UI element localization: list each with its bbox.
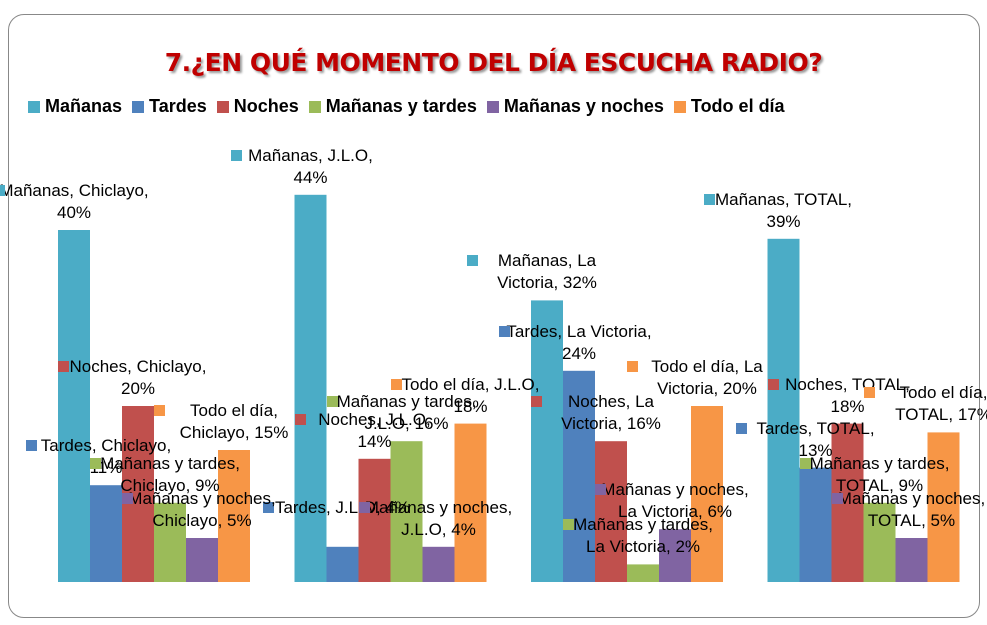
data-label: Mañanas y noches, Chiclayo, 5% — [128, 489, 276, 530]
bar — [531, 300, 563, 582]
bar — [691, 406, 723, 582]
legend-item: Noches — [216, 96, 299, 117]
data-label: Todo el día, J.L.O, 18% — [401, 374, 540, 416]
data-label-key — [122, 493, 133, 504]
bar — [218, 450, 250, 582]
data-label: Mañanas, J.L.O, 44% — [248, 145, 373, 187]
bar — [294, 194, 327, 583]
legend-item: Todo el día — [673, 96, 785, 117]
data-label: Mañanas y tardes, TOTAL, 9% — [809, 453, 950, 495]
data-label-key — [0, 185, 5, 196]
data-label: Todo el día, TOTAL, 17% — [895, 383, 987, 425]
data-label-key — [294, 413, 306, 425]
data-label-key — [735, 422, 747, 434]
bar — [390, 441, 423, 582]
data-label-key — [831, 493, 843, 504]
data-label: Mañanas y tardes, J.L.O, 16% — [336, 392, 477, 434]
data-label: Todo el día, Chiclayo, 15% — [179, 401, 289, 442]
bar — [895, 538, 928, 582]
legend-label: Mañanas y tardes — [325, 96, 477, 116]
data-label: Mañanas y tardes, Chiclayo, 9% — [100, 453, 240, 495]
data-label-key — [26, 440, 37, 452]
data-label: Noches, J.L.O, 14% — [318, 409, 431, 451]
data-label: Noches, Chiclayo, 20% — [69, 357, 207, 398]
data-label-key — [326, 396, 338, 408]
legend-label: Mañanas y noches — [503, 96, 664, 116]
data-label-key — [358, 501, 370, 513]
bar — [863, 502, 896, 582]
bar — [767, 238, 800, 583]
bar — [595, 441, 627, 582]
data-label: Mañanas, La Victoria, 32% — [497, 251, 597, 293]
data-label: Noches, TOTAL, 18% — [785, 374, 910, 416]
data-label: Mañanas y tardes, La Victoria, 2% — [573, 515, 713, 557]
data-label-key — [262, 501, 274, 513]
bar — [659, 529, 691, 582]
legend-label: Mañanas — [45, 96, 123, 116]
data-label-key — [230, 149, 242, 161]
legend-key — [132, 100, 145, 113]
bar — [454, 423, 487, 582]
bar — [422, 546, 455, 582]
legend-key — [673, 100, 686, 113]
bar — [627, 564, 659, 582]
data-label-key — [863, 387, 875, 399]
legend-label: Todo el día — [690, 96, 785, 116]
data-label-key — [499, 325, 510, 337]
data-label: Tardes, TOTAL, 13% — [756, 418, 875, 460]
data-label: Tardes, La Victoria, 24% — [506, 321, 652, 363]
legend-key — [308, 100, 321, 113]
legend-item: Mañanas y noches — [486, 96, 664, 117]
data-label-key — [58, 361, 69, 372]
legend-item: Mañanas y tardes — [308, 96, 477, 117]
legend-label: Tardes — [149, 96, 207, 116]
data-label-key — [154, 405, 165, 416]
data-label: Mañanas, TOTAL, 39% — [714, 189, 852, 231]
data-label-key — [767, 378, 779, 390]
data-label: Todo el día, La Victoria, 20% — [651, 357, 763, 398]
data-label-key — [467, 255, 478, 267]
legend-key — [28, 100, 40, 113]
bar — [326, 546, 359, 582]
data-label-key — [90, 457, 101, 469]
bar — [927, 432, 960, 582]
bar — [154, 502, 186, 582]
legend: Mañanas Tardes Noches Mañanas y tardes Mañan… — [28, 96, 785, 117]
data-label: Mañanas y noches, La Victoria, 6% — [601, 480, 749, 522]
bar — [90, 485, 122, 582]
legend-key — [486, 100, 499, 113]
data-label-key — [531, 396, 542, 408]
bar — [58, 230, 90, 582]
legend-item: Tardes — [132, 96, 207, 117]
data-label-key — [563, 519, 574, 531]
legend-label: Noches — [233, 96, 299, 116]
bar — [186, 538, 218, 582]
bar — [358, 458, 391, 582]
data-label: Mañanas y noches, J.L.O, 4% — [364, 497, 513, 539]
data-label: Mañanas y noches, TOTAL, 5% — [837, 489, 986, 530]
data-label-key — [595, 484, 606, 496]
data-label: Noches, La Victoria, 16% — [561, 392, 661, 434]
data-label-key — [627, 361, 638, 372]
chart-frame — [8, 14, 980, 618]
chart-title: 7.¿EN QUÉ MOMENTO DEL DÍA ESCUCHA RADIO? — [164, 48, 823, 77]
data-label: Tardes, J.L.O, 4% — [274, 497, 411, 517]
bar — [563, 370, 595, 582]
bar — [799, 467, 832, 582]
legend-item: Mañanas — [28, 96, 122, 117]
data-label-key — [703, 193, 715, 205]
legend-key — [216, 100, 229, 113]
data-label-key — [390, 378, 402, 390]
data-label: Mañanas, Chiclayo, 40% — [0, 181, 149, 222]
data-label-key — [799, 457, 811, 469]
